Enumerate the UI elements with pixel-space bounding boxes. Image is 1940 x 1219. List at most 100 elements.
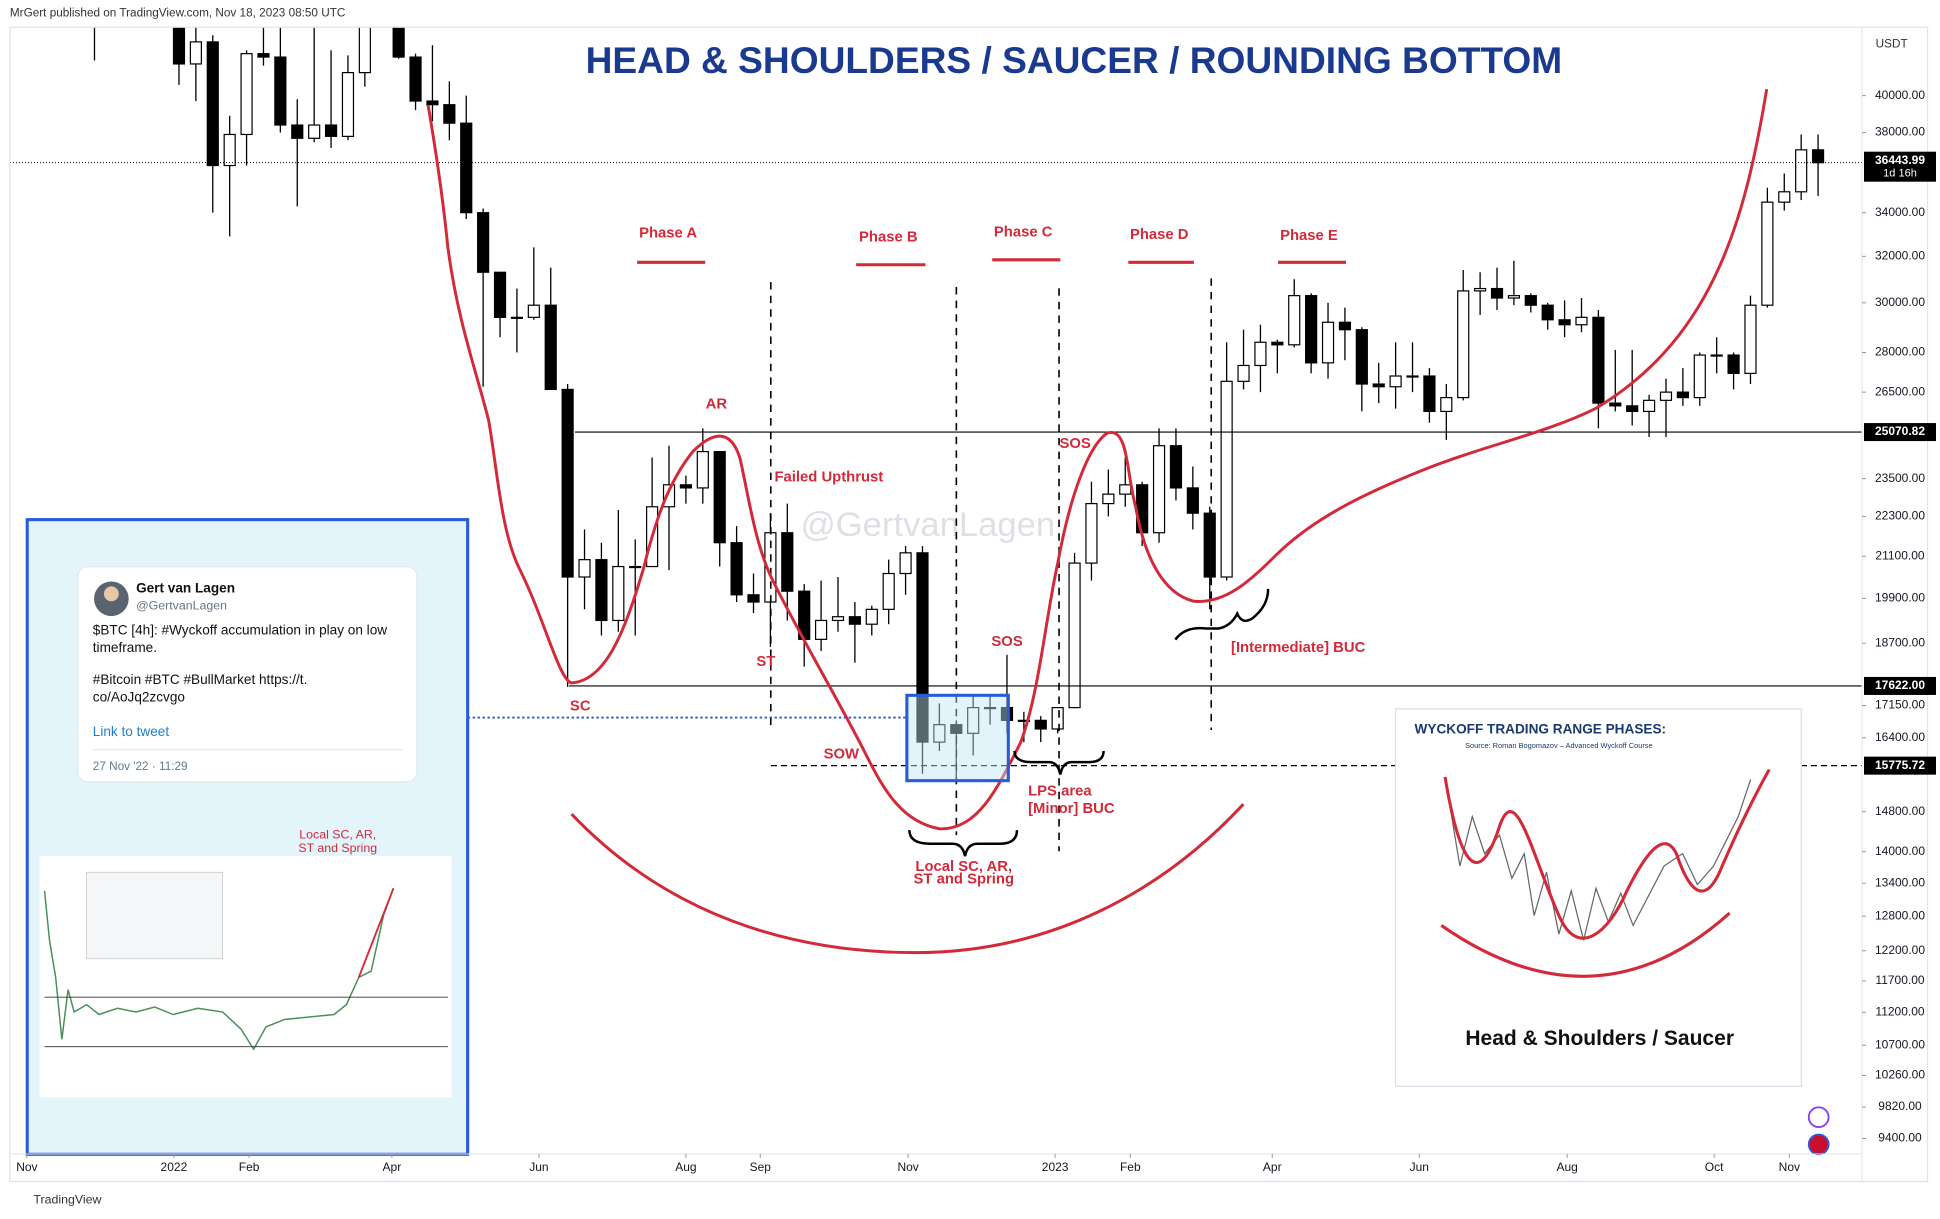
x-tick-label: Feb: [239, 1160, 260, 1174]
candle-body: [257, 53, 270, 58]
price-label: 17622.00: [1875, 678, 1925, 692]
inset-saucer: [1440, 911, 1731, 978]
x-tick-label: 2022: [161, 1160, 188, 1174]
candle-body: [1254, 341, 1267, 367]
x-tick-label: Apr: [1263, 1160, 1282, 1174]
x-tick-label: Jun: [529, 1160, 548, 1174]
price-label-box: [1864, 756, 1936, 775]
candle-body: [1321, 321, 1335, 364]
candle-body: [1169, 445, 1183, 489]
y-tick-label: 12200.00: [1875, 943, 1925, 957]
candle-body: [291, 124, 304, 139]
y-tick-label: 9820.00: [1878, 1099, 1922, 1113]
tweet-text: timeframe.: [93, 640, 157, 655]
candle-body: [274, 56, 287, 126]
x-tick-label: Aug: [1556, 1160, 1577, 1174]
candle-body: [612, 565, 625, 622]
x-tick-label: 2023: [1042, 1160, 1069, 1174]
inset-source: Source: Roman Bogomazov – Advanced Wycko…: [1465, 741, 1653, 750]
candle-body: [1271, 341, 1284, 346]
annotation: [Minor] BUC: [1028, 801, 1115, 817]
plot-area: [93, 27, 1825, 779]
candle-body: [1524, 295, 1537, 306]
annotation: SOS: [1059, 436, 1090, 452]
candle-body: [662, 484, 676, 508]
chart-title: HEAD & SHOULDERS / SAUCER / ROUNDING BOT…: [586, 39, 1563, 81]
candle-body: [1474, 287, 1487, 292]
y-tick-label: 9400.00: [1878, 1131, 1922, 1145]
y-tick-label: 34000.00: [1875, 205, 1925, 219]
inset-caption: Head & Shoulders / Saucer: [1465, 1027, 1734, 1050]
candle-body: [409, 56, 422, 102]
inset-thumbnail: [86, 871, 224, 960]
candle-body: [1119, 484, 1132, 495]
phase-label: Phase D: [1130, 227, 1189, 243]
candle-body: [544, 304, 557, 391]
candle-body: [1152, 445, 1166, 534]
icon[interactable]: [1807, 1106, 1830, 1129]
price-label-box: [1864, 676, 1936, 695]
current-price-box: [1864, 151, 1936, 182]
candle-body: [1406, 375, 1419, 378]
annotation: ST and Spring: [914, 872, 1015, 888]
y-tick-label: 21100.00: [1875, 548, 1924, 562]
candle-body: [1237, 364, 1250, 382]
candle-body: [933, 724, 946, 743]
candle-body: [1761, 201, 1774, 306]
price-lines: [10, 162, 1862, 767]
candle-body: [1423, 375, 1436, 413]
y-tick-label: 38000.00: [1875, 125, 1925, 139]
candle-body: [1372, 383, 1385, 388]
candle-body: [206, 41, 219, 167]
phase-label: Phase C: [994, 225, 1053, 241]
phase-label: Phase B: [859, 229, 918, 245]
icon[interactable]: [1807, 1133, 1830, 1156]
candle-body: [831, 616, 845, 622]
inset-title: WYCKOFF TRADING RANGE PHASES:: [1415, 722, 1666, 737]
brace: [1174, 588, 1270, 641]
candle-body: [1017, 719, 1030, 722]
price-label: 25070.82: [1875, 424, 1925, 438]
tweet-text: #Bitcoin #BTC #BullMarket https://t.: [93, 672, 308, 687]
y-tick-label: 22300.00: [1875, 509, 1925, 523]
footer: TradingView: [33, 1192, 101, 1206]
inset-curve: [1443, 768, 1771, 940]
candle-body: [1693, 354, 1706, 399]
inset-price: [43, 888, 395, 1051]
inset-price: [1446, 779, 1752, 941]
y-tick-label: 10700.00: [1875, 1037, 1925, 1051]
candle-body: [865, 608, 878, 625]
watermark: @GertvanLagen: [801, 506, 1056, 544]
candle-body: [595, 559, 608, 622]
candle-body: [527, 304, 540, 318]
y-tick-label: 11200.00: [1875, 1005, 1924, 1019]
annotation: AR: [706, 396, 728, 412]
candle-body: [1389, 375, 1402, 388]
x-tick-label: Nov: [897, 1160, 918, 1174]
candle-body: [848, 616, 861, 625]
currency-label: USDT: [1876, 38, 1908, 51]
y-tick-label: 23500.00: [1875, 471, 1925, 485]
x-tick-label: Nov: [16, 1160, 37, 1174]
candle-body: [1051, 707, 1064, 730]
tweet-card[interactable]: [77, 566, 418, 783]
candle-body: [308, 124, 321, 139]
tweet-text: $BTC [4h]: #Wyckoff accumulation in play…: [93, 623, 387, 638]
candle-body: [747, 594, 760, 603]
candle-body: [1490, 287, 1504, 299]
countdown: 1d 16h: [1883, 168, 1917, 180]
candle-body: [1626, 405, 1639, 413]
y-tick-label: 26500.00: [1875, 384, 1925, 398]
candle-body: [1102, 493, 1115, 505]
y-tick-label: 28000.00: [1875, 345, 1925, 359]
pattern-curve: [426, 88, 1769, 831]
candle-body: [392, 27, 405, 58]
header: MrGert published on TradingView.com, Nov…: [10, 7, 346, 20]
tweet-link[interactable]: Link to tweet: [93, 724, 170, 739]
price-label-box: [1864, 423, 1936, 442]
candle-body: [814, 619, 828, 640]
candle-body: [443, 104, 456, 124]
candle-body: [1727, 354, 1740, 374]
candle-body: [1592, 316, 1605, 404]
y-tick-label: 40000.00: [1875, 88, 1925, 102]
